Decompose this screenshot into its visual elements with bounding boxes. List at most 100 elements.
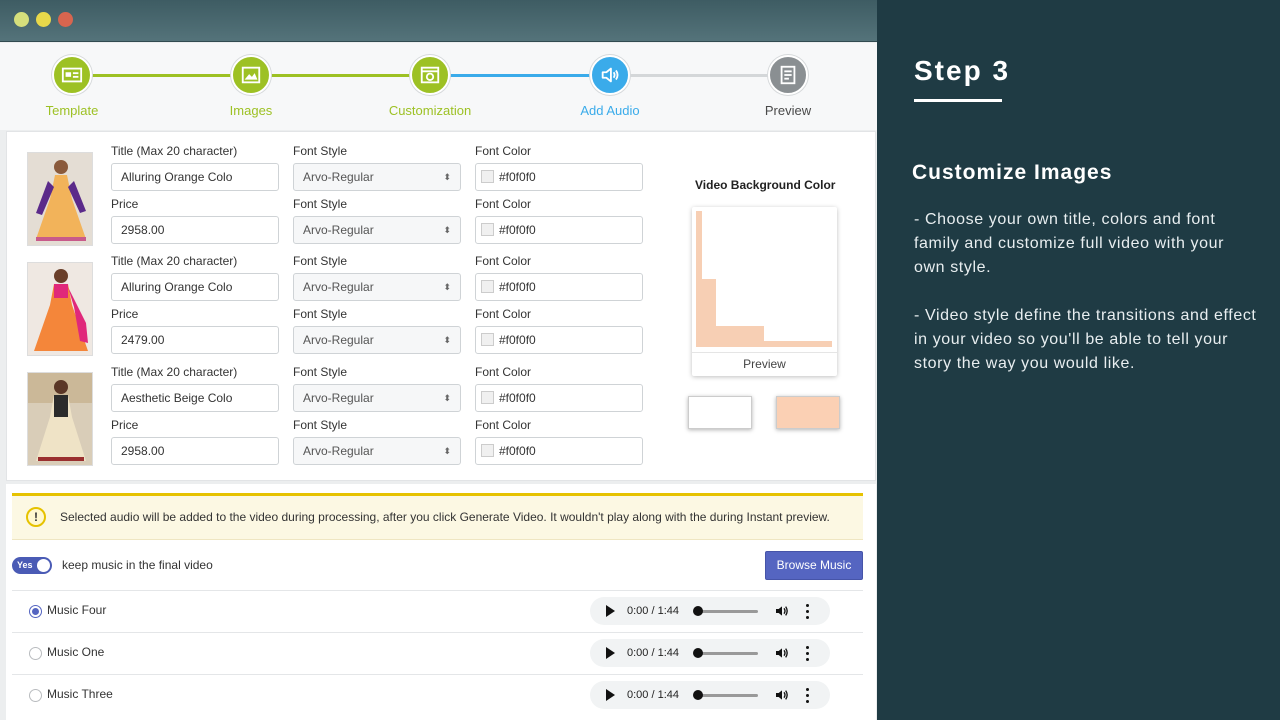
select-value: Arvo-Regular [303, 333, 374, 347]
more-options-icon[interactable] [806, 688, 810, 703]
step-label: Template [45, 103, 99, 118]
select-arrows-icon: ⬍ [443, 225, 450, 235]
step-images[interactable]: Images [181, 55, 321, 118]
track-radio[interactable] [29, 605, 42, 618]
select-arrows-icon: ⬍ [443, 172, 450, 182]
select-value: Arvo-Regular [303, 444, 374, 458]
title-input[interactable]: Alluring Orange Colo [111, 163, 279, 191]
window-minimize-dot[interactable] [14, 12, 29, 27]
color-swatch [481, 280, 494, 293]
info-title-underline [914, 99, 1002, 102]
track-name: Music One [47, 645, 105, 659]
video-bg-title: Video Background Color [695, 178, 836, 192]
images-icon [231, 55, 271, 95]
seek-bar[interactable] [696, 610, 758, 613]
color-swatch [481, 391, 494, 404]
title-font-select[interactable]: Arvo-Regular ⬍ [293, 163, 461, 191]
video-bg-preview-label: Preview [692, 352, 837, 376]
seek-bar[interactable] [696, 694, 758, 697]
price-input[interactable]: 2958.00 [111, 216, 279, 244]
font-style-label: Font Style [293, 254, 348, 268]
color-swatch [481, 444, 494, 457]
price-color-input[interactable]: #f0f0f0 [475, 216, 643, 244]
keep-music-label: keep music in the final video [62, 558, 213, 572]
volume-icon[interactable] [774, 687, 790, 703]
title-color-input[interactable]: #f0f0f0 [475, 384, 643, 412]
price-input[interactable]: 2479.00 [111, 326, 279, 354]
info-paragraph-2: - Video style define the transitions and… [914, 307, 1257, 372]
price-field-label: Price [111, 307, 139, 321]
video-bg-preview-graphic [696, 211, 832, 347]
price-color-input[interactable]: #f0f0f0 [475, 437, 643, 465]
step-add-audio[interactable]: Add Audio [540, 55, 680, 118]
font-color-label: Font Color [475, 418, 532, 432]
title-input[interactable]: Alluring Orange Colo [111, 273, 279, 301]
volume-icon[interactable] [774, 603, 790, 619]
title-color-input[interactable]: #f0f0f0 [475, 163, 643, 191]
price-field-label: Price [111, 418, 139, 432]
price-color-input[interactable]: #f0f0f0 [475, 326, 643, 354]
select-arrows-icon: ⬍ [443, 446, 450, 456]
price-input[interactable]: 2958.00 [111, 437, 279, 465]
price-font-select[interactable]: Arvo-Regular ⬍ [293, 216, 461, 244]
window-close-dot[interactable] [58, 12, 73, 27]
color-swatch [481, 333, 494, 346]
product-thumbnail[interactable] [27, 372, 93, 466]
seek-handle[interactable] [693, 648, 703, 658]
music-track-row[interactable]: Music One 0:00 / 1:44 [12, 632, 863, 674]
play-icon[interactable] [606, 689, 615, 701]
toggle-label: Yes [17, 560, 33, 570]
price-font-select[interactable]: Arvo-Regular ⬍ [293, 437, 461, 465]
font-style-label: Font Style [293, 418, 348, 432]
video-bg-preview-card[interactable]: Preview [692, 207, 837, 376]
font-style-label: Font Style [293, 365, 348, 379]
title-input[interactable]: Aesthetic Beige Colo [111, 384, 279, 412]
keep-music-toggle[interactable]: Yes [12, 557, 52, 574]
window-zoom-dot[interactable] [36, 12, 51, 27]
track-time: 0:00 / 1:44 [627, 605, 679, 617]
color-value: #f0f0f0 [499, 444, 536, 458]
more-options-icon[interactable] [806, 646, 810, 661]
price-font-select[interactable]: Arvo-Regular ⬍ [293, 326, 461, 354]
play-icon[interactable] [606, 605, 615, 617]
more-options-icon[interactable] [806, 604, 810, 619]
info-panel: Step 3 Customize Images - Choose your ow… [877, 0, 1280, 720]
title-font-select[interactable]: Arvo-Regular ⬍ [293, 384, 461, 412]
bg-swatch-peach[interactable] [776, 396, 840, 429]
step-customization[interactable]: Customization [360, 55, 500, 118]
seek-bar[interactable] [696, 652, 758, 655]
seek-handle[interactable] [693, 606, 703, 616]
step-line-active [432, 74, 610, 77]
step-label: Images [229, 103, 273, 118]
step-template[interactable]: Template [2, 55, 142, 118]
step-label: Preview [764, 103, 812, 118]
bg-swatch-white[interactable] [688, 396, 752, 429]
info-subtitle: Customize Images [912, 161, 1113, 184]
track-radio[interactable] [29, 647, 42, 660]
volume-icon[interactable] [774, 645, 790, 661]
browse-music-button[interactable]: Browse Music [765, 551, 863, 580]
product-thumbnail[interactable] [27, 262, 93, 356]
toggle-knob [37, 559, 50, 572]
play-icon[interactable] [606, 647, 615, 659]
step-preview[interactable]: Preview [718, 55, 858, 118]
select-value: Arvo-Regular [303, 170, 374, 184]
title-field-label: Title (Max 20 character) [111, 144, 238, 158]
music-track-row[interactable]: Music Four 0:00 / 1:44 [12, 590, 863, 632]
title-color-input[interactable]: #f0f0f0 [475, 273, 643, 301]
speaker-icon [590, 55, 630, 95]
seek-handle[interactable] [693, 690, 703, 700]
music-track-row[interactable]: Music Three 0:00 / 1:44 [12, 674, 863, 716]
track-radio[interactable] [29, 689, 42, 702]
customization-icon [410, 55, 450, 95]
select-value: Arvo-Regular [303, 280, 374, 294]
product-thumbnail[interactable] [27, 152, 93, 246]
audio-player: 0:00 / 1:44 [590, 681, 830, 709]
audio-notice-text: Selected audio will be added to the vide… [60, 510, 830, 524]
warning-icon: ! [26, 507, 46, 527]
title-font-select[interactable]: Arvo-Regular ⬍ [293, 273, 461, 301]
track-name: Music Three [47, 687, 113, 701]
font-color-label: Font Color [475, 144, 532, 158]
select-arrows-icon: ⬍ [443, 335, 450, 345]
progress-steps: Template Images Customization Add Audio [0, 43, 877, 130]
